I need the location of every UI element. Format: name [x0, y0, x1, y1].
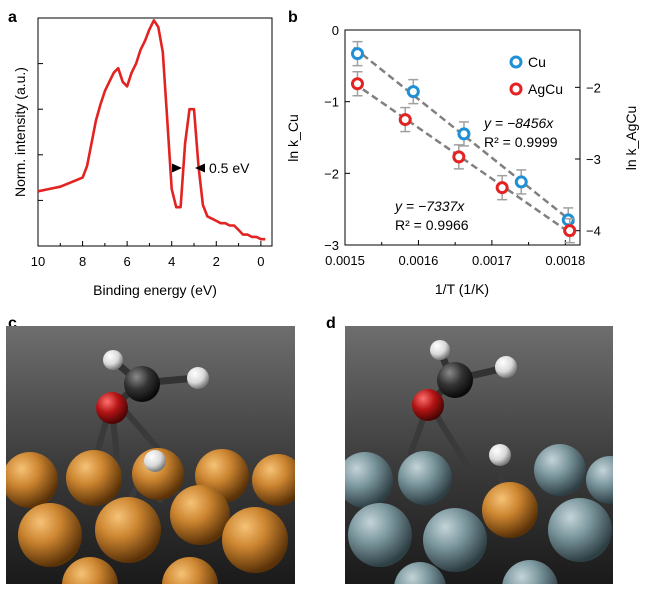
chart-a-xtick-label: 4: [168, 254, 175, 269]
chart-a-spectrum-line: [37, 19, 266, 241]
chart-a-xtick-label: 6: [124, 254, 131, 269]
chart-b-ytick-right-label: −4: [586, 224, 601, 239]
point-cu: [457, 127, 471, 141]
chart-a-ylabel: Norm. intensity (a.u.): [12, 67, 28, 197]
render-c: [6, 326, 295, 584]
chart-a-annotation: 0.5 eV: [209, 160, 250, 176]
arrow-right-icon: [172, 163, 182, 173]
fit-eq-agcu: y = −7337x: [394, 198, 465, 214]
panel-letter-c: c: [8, 315, 17, 332]
chart-b-xtick-label: 0.0015: [325, 253, 365, 268]
chart-b-xtick-label: 0.0016: [399, 253, 439, 268]
chart-b-right-ticks: −2 −3 −4: [575, 80, 601, 239]
point-cu: [406, 85, 420, 99]
chart-a-x-ticks: 10 8 6 4 2 0: [31, 241, 264, 269]
chart-a-xtick-label: 8: [79, 254, 86, 269]
chart-b-frame: [344, 29, 581, 246]
panel-letter-d: d: [326, 315, 336, 332]
chart-b-left-ticks: 0 −1 −2 −3: [324, 23, 350, 253]
chart-b-ytick-left-label: −1: [324, 95, 339, 110]
point-agcu: [495, 181, 509, 195]
render-d: [345, 326, 613, 584]
chart-b-x-ticks: 0.0015 0.0016 0.0017 0.0018: [325, 240, 585, 268]
point-cu: [514, 175, 528, 189]
legend-marker-agcu: [509, 82, 523, 96]
chart-b-xtick-label: 0.0018: [545, 253, 585, 268]
legend-label-agcu: AgCu: [528, 81, 563, 97]
chart-b-points: [350, 40, 577, 244]
chart-b-ytick-right-label: −3: [586, 152, 601, 167]
chart-b: 0.0015 0.0016 0.0017 0.0018 0−1−2−3 −2−3−4 …: [285, 23, 639, 297]
chart-a-xtick-label: 0: [257, 254, 264, 269]
point-cu: [561, 213, 575, 227]
arrow-left-icon: [195, 163, 205, 173]
chart-b-ytick-right-label: −2: [586, 80, 601, 95]
panel-letter-a: a: [8, 9, 17, 26]
chart-a-xtick-label: 10: [31, 254, 45, 269]
point-cu: [350, 47, 364, 61]
legend-label-cu: Cu: [528, 54, 546, 70]
chart-b-xlabel: 1/T (1/K): [435, 281, 489, 297]
chart-b-xtick-label: 0.0017: [472, 253, 512, 268]
chart-a-xtick-label: 2: [213, 254, 220, 269]
chart-b-ytick-left-label: 0: [332, 23, 339, 38]
point-agcu: [563, 224, 577, 238]
fit-eq-cu: y = −8456x: [483, 115, 554, 131]
point-agcu: [350, 77, 364, 91]
panel-letter-b: b: [288, 9, 298, 26]
point-agcu: [452, 150, 466, 164]
chart-b-ytick-left-label: −3: [324, 238, 339, 253]
chart-b-legend: Cu AgCu: [509, 54, 563, 97]
chart-a: 10 8 6 4 2 0 0.5 eV Binding energy (eV) Norm.…: [12, 17, 273, 298]
chart-a-y-ticks: [38, 63, 43, 201]
chart-b-ytick-left-label: −2: [324, 166, 339, 181]
chart-a-xlabel: Binding energy (eV): [93, 282, 217, 298]
fit-line-cu: [353, 46, 575, 225]
chart-a-frame: [37, 17, 273, 247]
legend-marker-cu: [509, 55, 523, 69]
point-agcu: [398, 113, 412, 127]
fit-r2-agcu: R² = 0.9966: [395, 217, 469, 233]
chart-b-ylabel-right: ln k_AgCu: [623, 106, 639, 171]
fit-r2-cu: R² = 0.9999: [484, 134, 558, 150]
chart-b-ylabel-left: ln k_Cu: [285, 114, 301, 161]
